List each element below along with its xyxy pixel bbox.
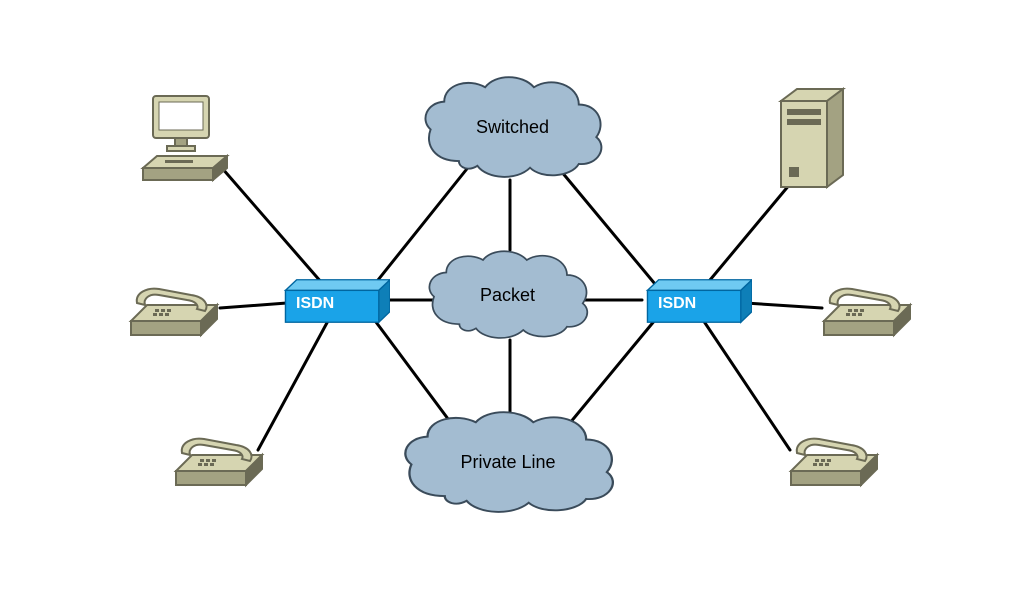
phone-icon bbox=[785, 425, 881, 496]
phone-icon bbox=[170, 425, 266, 496]
cloud-packet: Packet bbox=[420, 245, 595, 345]
cloud-label: Private Line bbox=[460, 452, 555, 473]
router-label: ISDN bbox=[658, 295, 696, 313]
diagram-canvas: Switched Packet Private Line ISDN ISDN bbox=[0, 0, 1024, 602]
isdn-router-left: ISDN bbox=[278, 278, 390, 324]
phone-icon bbox=[125, 275, 221, 346]
cloud-label: Switched bbox=[476, 117, 549, 138]
cloud-label: Packet bbox=[480, 285, 535, 306]
cloud-private-line: Private Line bbox=[393, 405, 623, 520]
isdn-router-right: ISDN bbox=[640, 278, 752, 324]
router-label: ISDN bbox=[296, 295, 334, 313]
cloud-switched: Switched bbox=[415, 70, 610, 185]
phone-icon bbox=[818, 275, 914, 346]
server-icon bbox=[775, 85, 851, 200]
computer-icon bbox=[135, 90, 231, 191]
